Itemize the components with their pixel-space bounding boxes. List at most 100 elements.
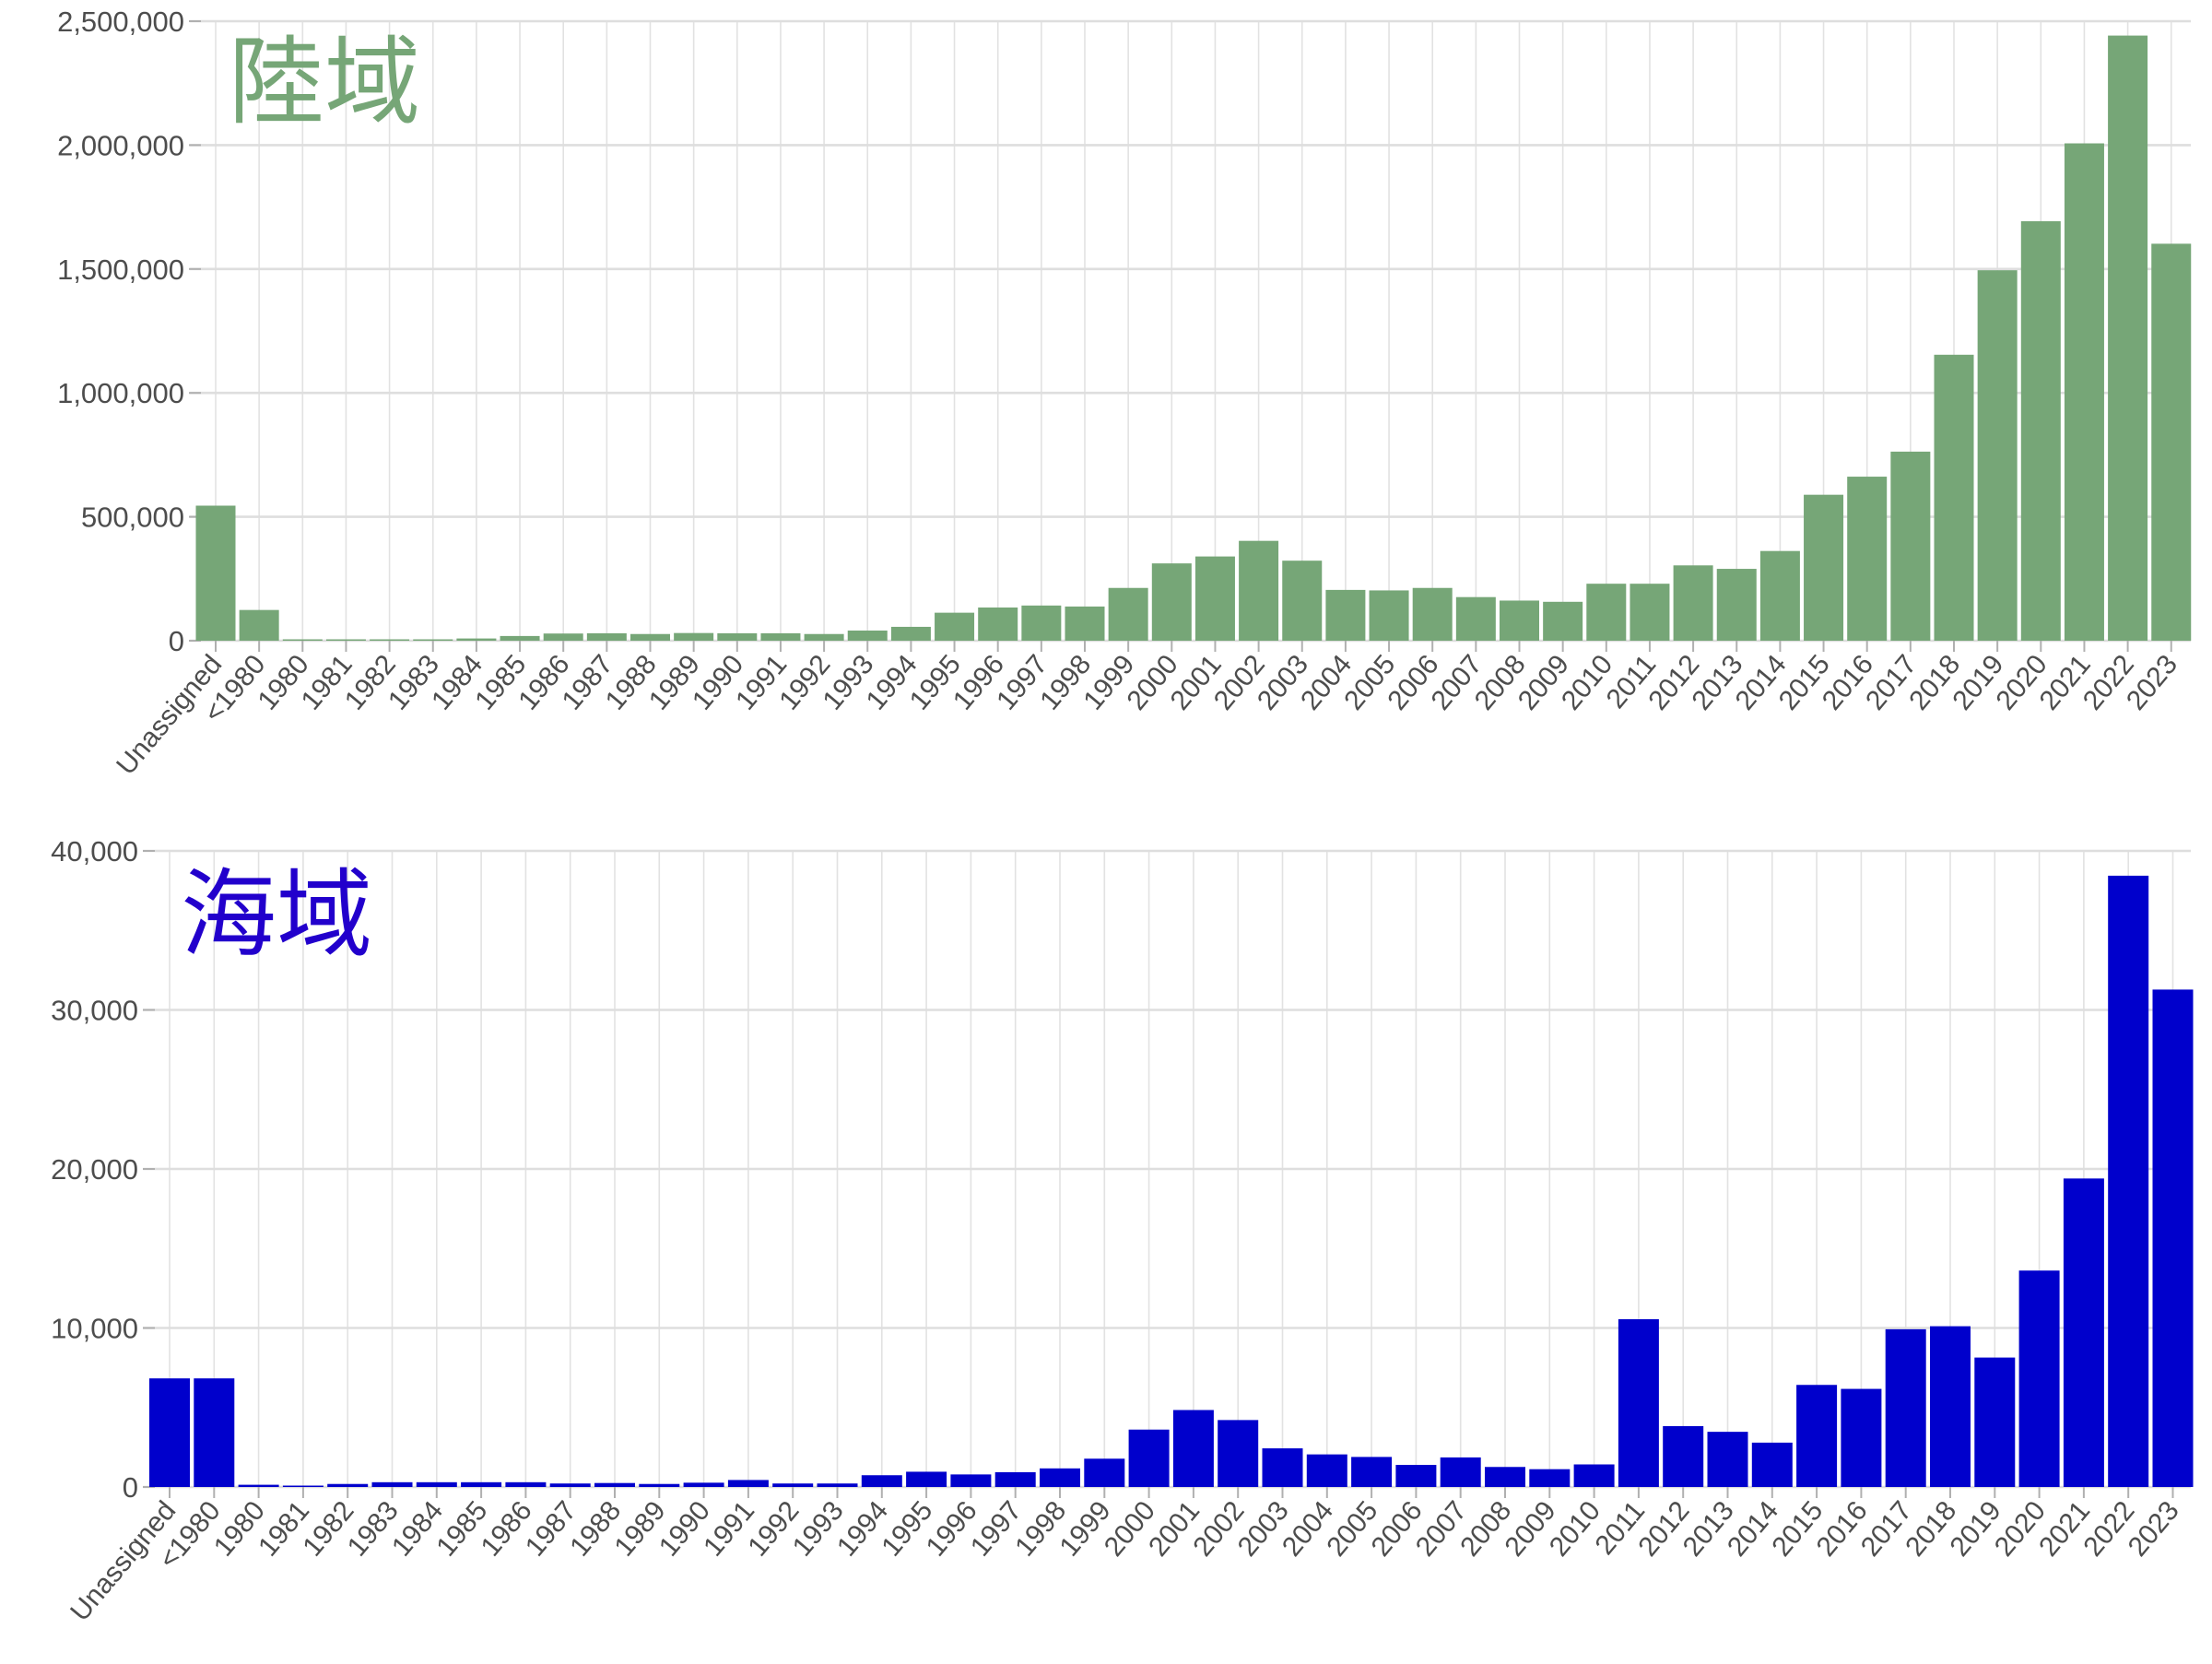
bar-2004[interactable]: 2004: 2,050: [1306, 1454, 1347, 1487]
bar-<1980[interactable]: <1980: 6,830: [194, 1378, 235, 1487]
bar-2000[interactable]: 2000: 3,610: [1128, 1429, 1170, 1487]
bar-1989[interactable]: 1989: 190: [639, 1483, 680, 1487]
bar-1986[interactable]: 1986: 29,000: [543, 633, 583, 641]
bar-1993[interactable]: 1993: 41,000: [847, 630, 888, 641]
bar-2018[interactable]: 2018: 10,110: [1930, 1326, 1971, 1487]
bar-1991[interactable]: 1991: 30,000: [760, 632, 801, 641]
bar-2000[interactable]: 2000: 312,000: [1151, 563, 1192, 641]
bar-2001[interactable]: 2001: 4,840: [1172, 1410, 1214, 1487]
bar-2015[interactable]: 2015: 6,420: [1796, 1385, 1838, 1487]
bar-2019[interactable]: 2019: 1,495,000: [1977, 270, 2018, 641]
bar-Unassigned[interactable]: Unassigned: 6,830: [149, 1378, 190, 1487]
bar-1987[interactable]: 1987: 30,000: [586, 632, 627, 641]
bar-1981[interactable]: 1981: 30: [282, 1485, 324, 1488]
bar-<1980[interactable]: <1980: 124,000: [239, 609, 279, 641]
bar-2012[interactable]: 2012: 3,830: [1663, 1425, 1704, 1487]
x-tick-label: 1993: [787, 1495, 850, 1562]
bar-1985[interactable]: 1985: 19,000: [500, 635, 540, 641]
bar-1982[interactable]: 1982: 190: [327, 1483, 369, 1487]
bar-2014[interactable]: 2014: 2,790: [1751, 1442, 1793, 1487]
bar-2020[interactable]: 2020: 13,610: [2018, 1270, 2060, 1487]
bar-1985[interactable]: 1985: 300: [461, 1481, 502, 1487]
bar-2017[interactable]: 2017: 763,000: [1890, 451, 1931, 641]
bar-2010[interactable]: 2010: 1,420: [1573, 1464, 1615, 1487]
bar-2001[interactable]: 2001: 340,000: [1194, 556, 1235, 641]
bar-2006[interactable]: 2006: 1,390: [1395, 1465, 1437, 1487]
bar-2009[interactable]: 2009: 157,000: [1543, 601, 1583, 641]
bar-2004[interactable]: 2004: 205,000: [1325, 589, 1366, 641]
bar-1984[interactable]: 1984: 9,000: [456, 638, 497, 641]
bar-1997[interactable]: 1997: 142,000: [1021, 605, 1062, 641]
bar-1993[interactable]: 1993: 220: [817, 1483, 858, 1487]
bar-2013[interactable]: 2013: 3,470: [1707, 1432, 1748, 1487]
bar-1997[interactable]: 1997: 930: [994, 1471, 1036, 1487]
bar-2011[interactable]: 2011: 230,000: [1630, 584, 1670, 641]
bar-1994[interactable]: 1994: 56,000: [890, 626, 931, 641]
bar-1995[interactable]: 1995: 113,000: [935, 612, 975, 641]
bar-2018[interactable]: 2018: 1,154,000: [1934, 354, 1974, 641]
bar-Unassigned[interactable]: Unassigned: 545,000: [195, 505, 236, 641]
bar-2021[interactable]: 2021: 19,400: [2063, 1178, 2104, 1487]
bar-2016[interactable]: 2016: 662,000: [1847, 477, 1888, 641]
bar-2009[interactable]: 2009: 1,120: [1529, 1469, 1571, 1487]
bar-1998[interactable]: 1998: 138,000: [1065, 606, 1105, 641]
bar-1984[interactable]: 1984: 300: [416, 1481, 457, 1487]
bar-1981[interactable]: 1981: 3,000: [325, 639, 366, 642]
bar-2010[interactable]: 2010: 230,000: [1586, 584, 1627, 641]
x-tick-label: 2020: [1989, 1495, 2052, 1562]
bar-1992[interactable]: 1992: 27,000: [804, 633, 844, 641]
bar-1986[interactable]: 1986: 300: [505, 1481, 547, 1487]
bar-2015[interactable]: 2015: 589,000: [1804, 494, 1844, 641]
bar-2008[interactable]: 2008: 1,260: [1485, 1467, 1525, 1487]
bar-1983[interactable]: 1983: 300: [371, 1481, 413, 1487]
x-tick-label: 1988: [564, 1495, 627, 1562]
bar-1990[interactable]: 1990: 30,000: [717, 632, 758, 641]
bar-1999[interactable]: 1999: 1,780: [1084, 1458, 1125, 1487]
bar-2007[interactable]: 2007: 1,860: [1440, 1457, 1481, 1487]
bar-2014[interactable]: 2014: 362,000: [1759, 550, 1800, 641]
bar-2005[interactable]: 2005: 203,000: [1369, 590, 1409, 641]
bar-1990[interactable]: 1990: 270: [683, 1482, 724, 1487]
bar-1987[interactable]: 1987: 220: [549, 1483, 591, 1487]
bar-2008[interactable]: 2008: 162,000: [1500, 600, 1539, 641]
bar-2023[interactable]: 2023: 1,602,000: [2151, 243, 2192, 641]
bar-1991[interactable]: 1991: 440: [727, 1480, 769, 1487]
bar-1999[interactable]: 1999: 213,000: [1108, 587, 1148, 641]
x-tick-label: 1992: [773, 649, 836, 715]
bar-1988[interactable]: 1988: 27,000: [630, 633, 670, 641]
bar-2017[interactable]: 2017: 9,920: [1885, 1328, 1926, 1487]
bar-2003[interactable]: 2003: 323,000: [1282, 561, 1323, 641]
bar-2011[interactable]: 2011: 10,550: [1618, 1319, 1659, 1487]
bar-2023[interactable]: 2023: 31,280: [2152, 989, 2194, 1487]
bar-2020[interactable]: 2020: 1,693,000: [2020, 220, 2061, 641]
x-tick-label: 2006: [1366, 1495, 1429, 1562]
bar-2002[interactable]: 2002: 403,000: [1239, 540, 1279, 641]
bar-2006[interactable]: 2006: 213,000: [1412, 587, 1453, 641]
bar-1988[interactable]: 1988: 250: [594, 1482, 635, 1487]
bar-1980[interactable]: 1980: 3,000: [282, 639, 323, 642]
bar-1994[interactable]: 1994: 740: [861, 1475, 902, 1487]
bar-1989[interactable]: 1989: 31,000: [674, 632, 714, 641]
bar-2022[interactable]: 2022: 2,442,000: [2108, 35, 2148, 642]
bar-2002[interactable]: 2002: 4,210: [1218, 1420, 1259, 1487]
bar-2005[interactable]: 2005: 1,890: [1351, 1457, 1393, 1487]
bar-2021[interactable]: 2021: 2,007,000: [2064, 143, 2104, 641]
bar-1996[interactable]: 1996: 790: [950, 1474, 992, 1487]
bar-2013[interactable]: 2013: 290,000: [1716, 569, 1757, 641]
bar-2019[interactable]: 2019: 8,140: [1974, 1357, 2016, 1487]
x-tick-label: 2012: [1642, 649, 1705, 715]
bar-2022[interactable]: 2022: 38,440: [2108, 875, 2149, 1487]
bar-1998[interactable]: 1998: 1,170: [1040, 1468, 1080, 1487]
bar-1995[interactable]: 1995: 960: [906, 1471, 947, 1487]
bar-1992[interactable]: 1992: 220: [772, 1483, 814, 1487]
bar-1983[interactable]: 1983: 5,000: [413, 639, 453, 642]
bar-2016[interactable]: 2016: 6,170: [1841, 1388, 1882, 1487]
bar-2003[interactable]: 2003: 2,430: [1262, 1448, 1303, 1487]
bar-1996[interactable]: 1996: 134,000: [978, 607, 1018, 641]
x-tick-label: 2019: [1944, 1495, 2006, 1562]
bar-1980[interactable]: 1980: 140: [238, 1484, 279, 1487]
x-tick-label: 2003: [1232, 1495, 1295, 1562]
bar-2007[interactable]: 2007: 176,000: [1455, 596, 1496, 641]
bar-1982[interactable]: 1982: 3,000: [370, 639, 410, 642]
bar-2012[interactable]: 2012: 304,000: [1673, 565, 1713, 641]
